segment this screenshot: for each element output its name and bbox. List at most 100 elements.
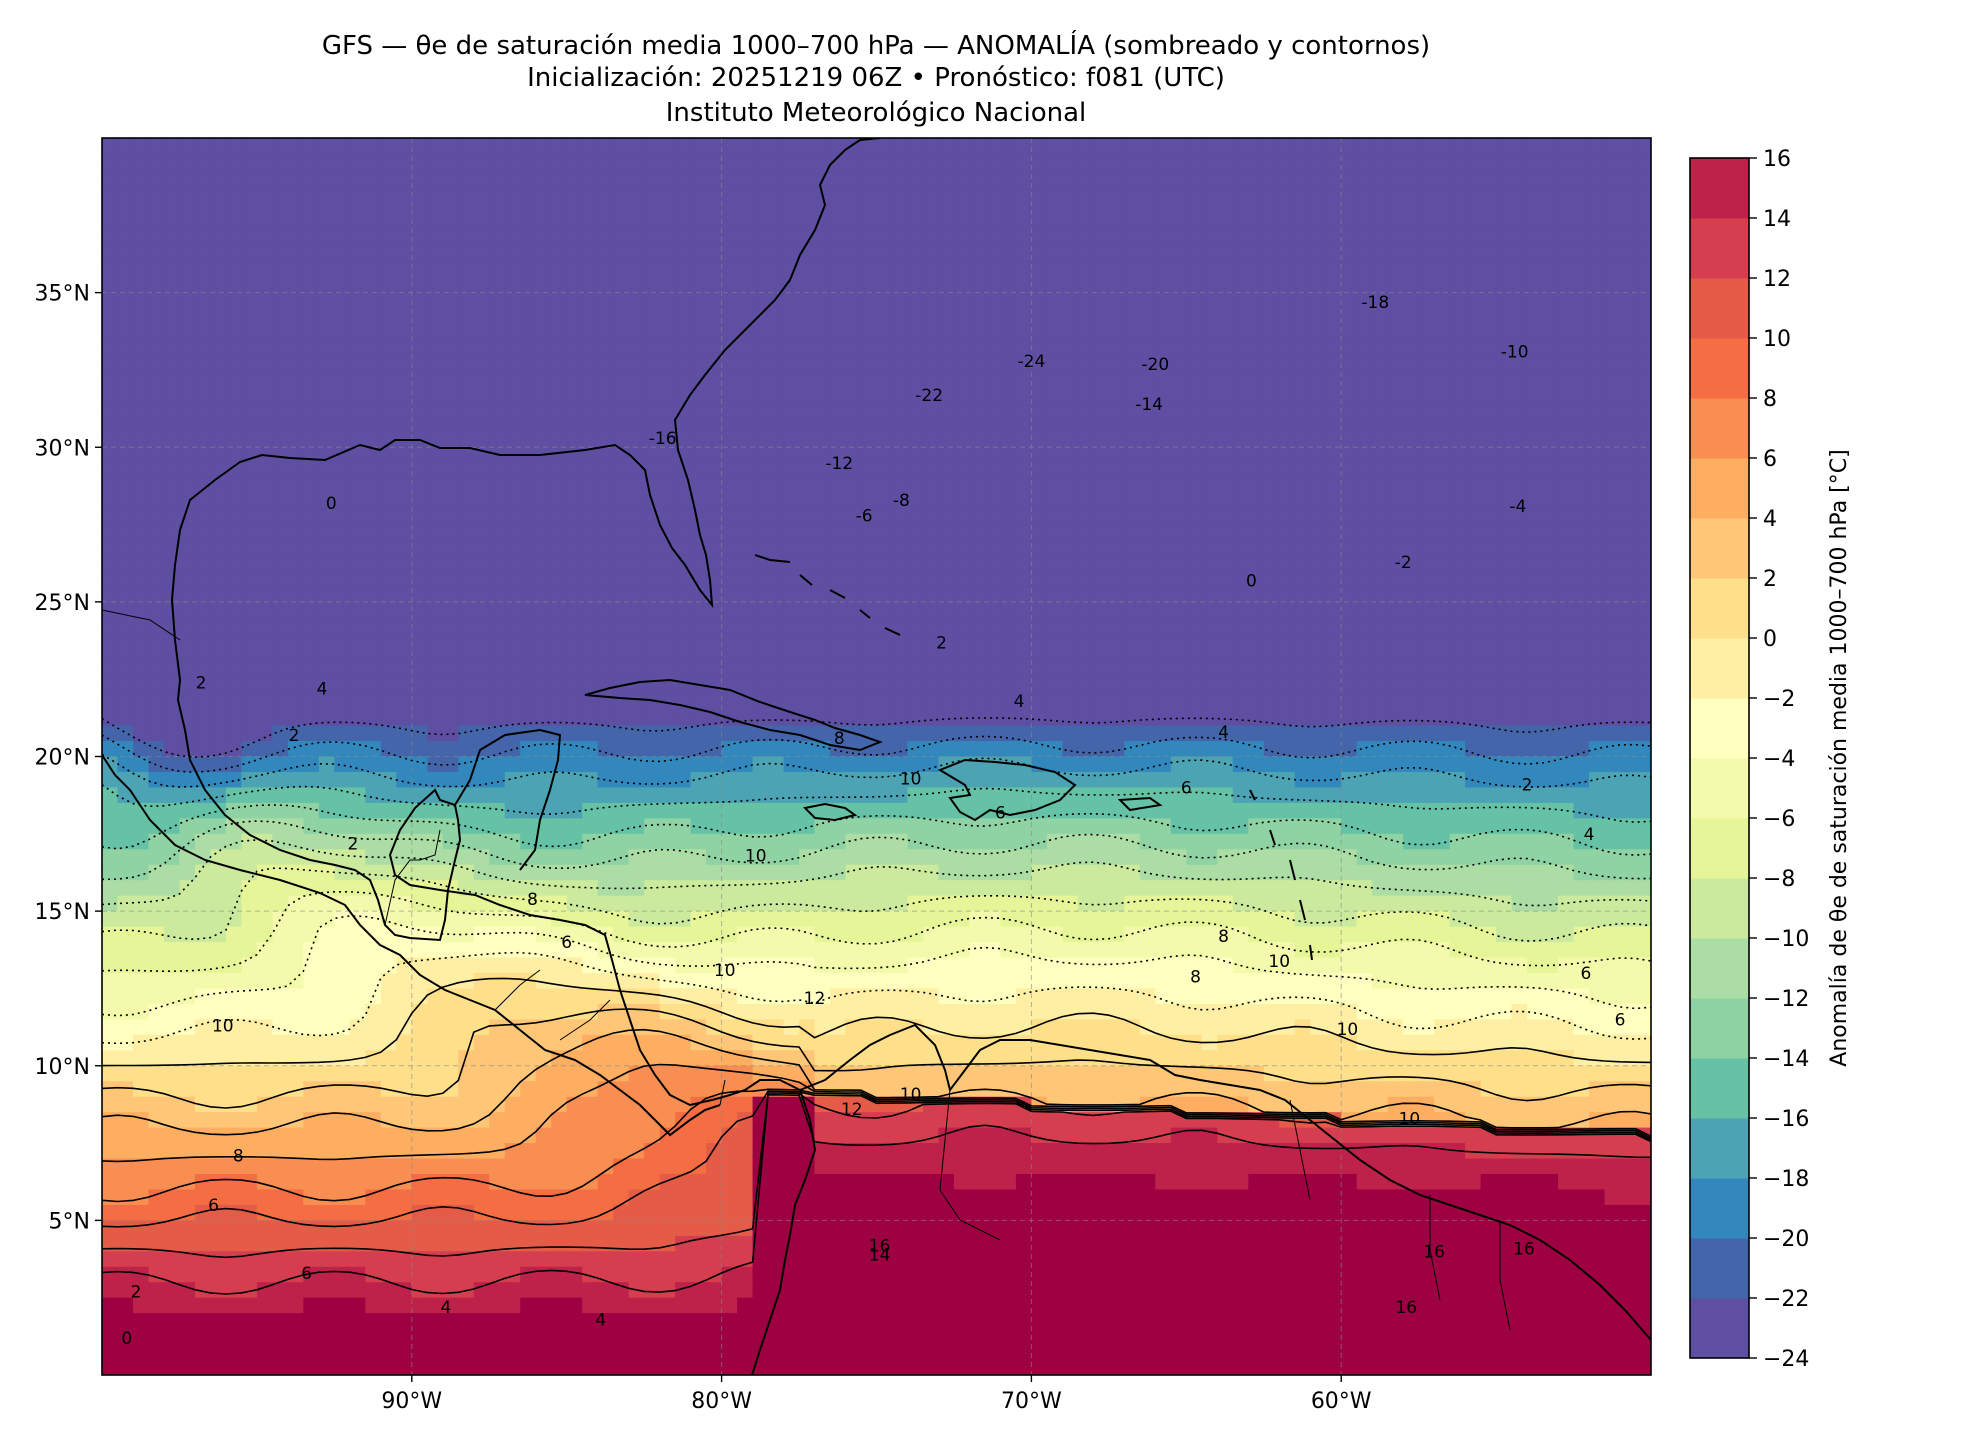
field-cell bbox=[1186, 741, 1203, 758]
field-cell bbox=[504, 400, 521, 417]
field-cell bbox=[1372, 771, 1389, 789]
field-cell bbox=[1604, 493, 1621, 510]
field-cell bbox=[210, 215, 227, 232]
field-cell bbox=[814, 447, 831, 464]
field-cell bbox=[876, 447, 893, 464]
field-cell bbox=[1000, 771, 1017, 789]
field-cell bbox=[427, 261, 444, 278]
field-cell bbox=[163, 184, 181, 201]
field-cell bbox=[102, 246, 119, 263]
field-cell bbox=[1496, 725, 1513, 742]
field-cell bbox=[365, 756, 382, 773]
field-cell bbox=[690, 679, 707, 696]
field-cell bbox=[845, 339, 862, 356]
field-cell bbox=[102, 555, 119, 572]
field-cell bbox=[179, 771, 196, 789]
field-cell bbox=[1155, 400, 1172, 417]
field-cell bbox=[1542, 694, 1559, 711]
field-cell bbox=[179, 431, 196, 448]
field-cell bbox=[1170, 199, 1187, 216]
field-cell bbox=[303, 864, 320, 881]
field-cell bbox=[349, 663, 366, 680]
field-cell bbox=[1558, 617, 1575, 634]
field-cell bbox=[1124, 323, 1141, 340]
field-cell bbox=[768, 555, 785, 572]
field-cell bbox=[1496, 308, 1513, 325]
field-cell bbox=[1341, 277, 1358, 294]
field-cell bbox=[334, 400, 351, 417]
field-cell bbox=[473, 308, 490, 325]
field-cell bbox=[768, 586, 785, 603]
field-cell bbox=[1434, 818, 1451, 835]
field-cell bbox=[1248, 478, 1265, 495]
field-cell bbox=[953, 741, 971, 758]
field-cell bbox=[1480, 323, 1497, 340]
field-cell bbox=[225, 648, 243, 665]
field-cell bbox=[117, 880, 134, 897]
field-cell bbox=[1387, 555, 1404, 572]
field-cell bbox=[1310, 880, 1327, 897]
field-cell bbox=[396, 230, 413, 247]
field-cell bbox=[442, 540, 459, 557]
field-cell bbox=[737, 880, 754, 897]
field-cell bbox=[1062, 802, 1079, 819]
field-cell bbox=[210, 710, 227, 727]
field-cell bbox=[1310, 524, 1327, 541]
field-cell bbox=[117, 710, 134, 727]
field-cell bbox=[814, 586, 831, 603]
field-cell bbox=[891, 261, 909, 278]
field-cell bbox=[938, 679, 955, 696]
field-cell bbox=[768, 524, 785, 541]
field-cell bbox=[1558, 246, 1575, 263]
field-cell bbox=[520, 710, 537, 727]
field-cell bbox=[768, 478, 785, 495]
field-cell bbox=[1031, 246, 1048, 263]
field-cell bbox=[1325, 447, 1342, 464]
field-cell bbox=[1170, 710, 1187, 727]
field-cell bbox=[442, 369, 459, 386]
field-cell bbox=[1015, 354, 1032, 371]
field-cell bbox=[628, 586, 645, 603]
field-cell bbox=[938, 601, 955, 618]
field-cell bbox=[163, 215, 181, 232]
field-cell bbox=[922, 292, 940, 309]
field-cell bbox=[132, 462, 150, 479]
field-cell bbox=[1496, 694, 1513, 711]
field-cell bbox=[830, 230, 847, 247]
field-cell bbox=[1124, 880, 1141, 897]
field-cell bbox=[489, 555, 506, 572]
field-cell bbox=[752, 354, 769, 371]
field-cell bbox=[1248, 540, 1265, 557]
field-cell bbox=[582, 184, 599, 201]
field-cell bbox=[659, 601, 676, 618]
field-cell bbox=[876, 184, 893, 201]
field-cell bbox=[922, 462, 940, 479]
field-cell bbox=[783, 802, 800, 819]
field-cell bbox=[891, 540, 909, 557]
field-cell bbox=[473, 478, 490, 495]
field-cell bbox=[1542, 648, 1559, 665]
field-cell bbox=[628, 261, 645, 278]
field-cell bbox=[225, 292, 243, 309]
field-cell bbox=[504, 586, 521, 603]
field-cell bbox=[1496, 895, 1513, 912]
field-cell bbox=[845, 632, 862, 649]
field-cell bbox=[442, 880, 459, 897]
field-cell bbox=[210, 694, 227, 711]
field-cell bbox=[303, 478, 320, 495]
field-cell bbox=[102, 617, 119, 634]
field-cell bbox=[349, 261, 366, 278]
field-cell bbox=[922, 632, 940, 649]
field-cell bbox=[752, 741, 769, 758]
field-cell bbox=[799, 771, 816, 789]
field-cell bbox=[1480, 308, 1497, 325]
field-cell bbox=[1062, 756, 1079, 773]
field-cell bbox=[845, 895, 862, 912]
field-cell bbox=[1480, 710, 1497, 727]
field-cell bbox=[706, 540, 723, 557]
field-cell bbox=[349, 478, 366, 495]
field-cell bbox=[241, 261, 258, 278]
field-cell bbox=[396, 570, 413, 588]
field-cell bbox=[1449, 354, 1466, 371]
field-cell bbox=[102, 478, 119, 495]
